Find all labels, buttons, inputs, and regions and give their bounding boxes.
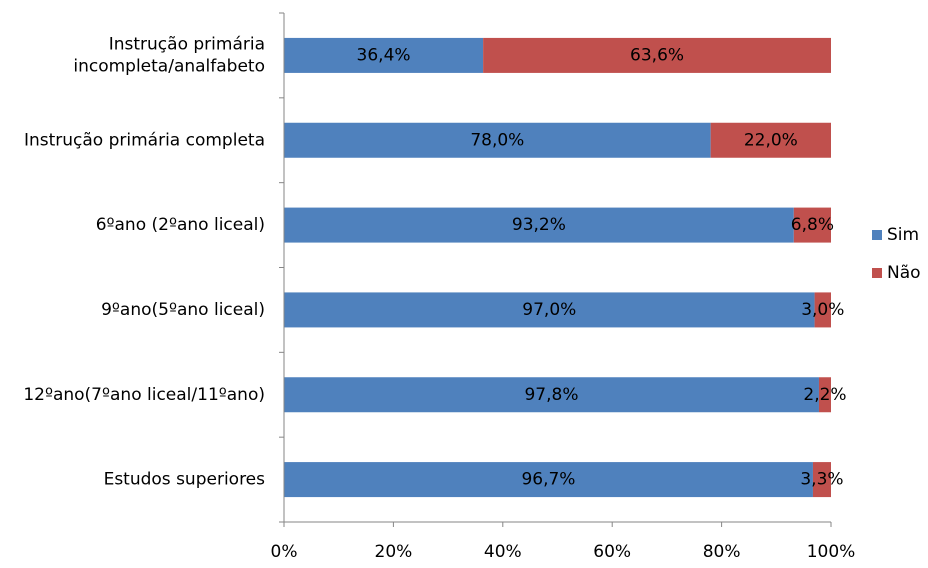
category-label-line: Estudos superiores bbox=[104, 470, 266, 490]
bar-no-3 bbox=[814, 292, 831, 328]
data-label-sim-0: 36,4% bbox=[357, 45, 411, 65]
category-label-1: Instrução primária completa bbox=[24, 130, 265, 150]
bar-no-0 bbox=[483, 37, 831, 73]
data-label-no-5: 3,3% bbox=[800, 470, 843, 490]
data-label-no-0: 63,6% bbox=[630, 45, 684, 65]
data-label-sim-2: 93,2% bbox=[512, 215, 566, 235]
category-labels-group: Instrução primária incompleta/analfabetoI… bbox=[23, 34, 265, 489]
category-label-line: Instrução primária bbox=[109, 34, 265, 54]
bar-sim-1 bbox=[284, 122, 711, 158]
x-tick-label: 0% bbox=[271, 542, 298, 562]
bar-sim-4 bbox=[284, 377, 819, 413]
axes-group bbox=[279, 12, 832, 527]
data-label-sim-5: 96,7% bbox=[521, 470, 575, 490]
category-label-3: 9ºano(5ºano liceal) bbox=[101, 300, 265, 320]
bar-labels-group: 36,4% 63,6% 78,0% 22,0% 93,2% 6,8% 97,0% 3,0% 97… bbox=[357, 45, 847, 489]
category-label-line: 12ºano(7ºano liceal/11ºano) bbox=[23, 385, 265, 405]
bar-sim-5 bbox=[284, 462, 813, 498]
x-tick-labels-group: 0% 20% 40% 60% 80% 100% bbox=[271, 542, 856, 562]
legend: Sim Não bbox=[872, 225, 921, 283]
legend-label-sim: Sim bbox=[887, 225, 919, 245]
bar-no-4 bbox=[818, 377, 831, 413]
bar-sim-3 bbox=[284, 292, 815, 328]
category-label-line: incompleta/analfabeto bbox=[73, 56, 265, 76]
category-label-line: Instrução primária completa bbox=[24, 130, 265, 150]
bar-no-5 bbox=[812, 462, 831, 498]
bar-no-1 bbox=[710, 122, 831, 158]
bar-no-2 bbox=[793, 207, 831, 243]
legend-swatch-sim bbox=[872, 230, 882, 240]
bars-group bbox=[284, 37, 831, 498]
legend-label-no: Não bbox=[887, 263, 921, 283]
data-label-no-3: 3,0% bbox=[801, 300, 844, 320]
data-label-sim-3: 97,0% bbox=[522, 300, 576, 320]
x-tick-label: 80% bbox=[703, 542, 741, 562]
data-label-no-2: 6,8% bbox=[791, 215, 834, 235]
x-tick-label: 100% bbox=[807, 542, 856, 562]
category-label-line: 6ºano (2ºano liceal) bbox=[96, 215, 265, 235]
x-tick-label: 20% bbox=[375, 542, 413, 562]
category-label-line: 9ºano(5ºano liceal) bbox=[101, 300, 265, 320]
x-tick-label: 40% bbox=[484, 542, 522, 562]
category-label-2: 6ºano (2ºano liceal) bbox=[96, 215, 265, 235]
bar-sim-2 bbox=[284, 207, 794, 243]
category-label-4: 12ºano(7ºano liceal/11ºano) bbox=[23, 385, 265, 405]
data-label-no-1: 22,0% bbox=[744, 130, 798, 150]
data-label-sim-4: 97,8% bbox=[524, 385, 578, 405]
category-label-5: Estudos superiores bbox=[104, 470, 266, 490]
legend-swatch-no bbox=[872, 268, 882, 278]
bar-sim-0 bbox=[284, 37, 484, 73]
category-label-0: Instrução primária incompleta/analfabeto bbox=[73, 34, 265, 76]
x-tick-label: 60% bbox=[593, 542, 631, 562]
data-label-no-4: 2,2% bbox=[803, 385, 846, 405]
data-label-sim-1: 78,0% bbox=[470, 130, 524, 150]
